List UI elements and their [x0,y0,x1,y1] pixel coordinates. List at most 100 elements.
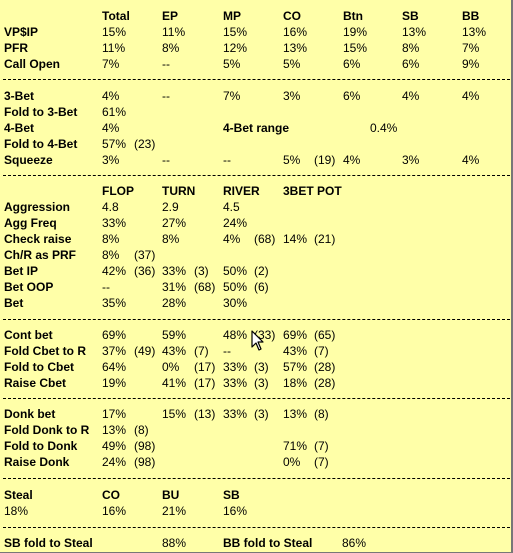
three-bet-bb: 4% [462,89,480,103]
header-turn: TURN [162,184,196,198]
three-bet-co: 3% [283,89,301,103]
four-bet-label: 4-Bet [4,121,35,135]
section-divider [3,398,510,399]
check-raise-turn: 8% [162,232,180,246]
check-raise-river-count: (68) [254,232,276,246]
three-bet-mp: 7% [223,89,241,103]
raise-cbet-turn-count: (17) [194,376,216,390]
pfr-ep: 8% [162,41,180,55]
cont-bet-row: Cont bet 69% 59% 48% (33) 69% (65) [0,327,513,343]
fold-donk-to-r-row: Fold Donk to R 13% (8) [0,422,513,438]
bet-ip-row: Bet IP 42% (36) 33% (3) 50% (2) [0,263,513,279]
bet-ip-river-count: (2) [254,264,269,278]
vpip-mp: 15% [223,25,248,39]
bet-flop: 35% [102,296,127,310]
header-ep: EP [162,9,179,23]
donk-bet-river-count: (3) [254,407,269,421]
header-flop: FLOP [102,184,134,198]
vpip-sb: 13% [402,25,427,39]
position-header-row: Total EP MP CO Btn SB BB [0,8,513,24]
bet-oop-row: Bet OOP -- 31% (68) 50% (6) [0,279,513,295]
fold-to-donk-row: Fold to Donk 49% (98) 71% (7) [0,438,513,454]
fold-to-4bet-value: 57% [102,137,127,151]
vpip-total: 15% [102,25,127,39]
pfr-btn: 15% [343,41,368,55]
fold-to-3bet-row: Fold to 3-Bet 61% [0,104,513,120]
four-bet-row: 4-Bet 4% 4-Bet range 0.4% [0,120,513,136]
raise-cbet-turn: 41% [162,376,187,390]
fold-to-cbet-turn-count: (17) [194,360,216,374]
agg-freq-turn: 27% [162,216,187,230]
mouse-cursor-icon [251,330,264,351]
chr-as-prf-flop-count: (37) [134,248,156,262]
squeeze-btn: 4% [343,153,361,167]
chr-as-prf-row: Ch/R as PRF 8% (37) [0,247,513,263]
raise-cbet-3bet-pot: 18% [283,376,308,390]
section-divider [3,175,510,176]
section-divider [3,79,510,80]
check-raise-row: Check raise 8% 8% 4% (68) 14% (21) [0,231,513,247]
four-bet-value: 4% [102,121,120,135]
fold-to-cbet-3bet-pot: 57% [283,360,308,374]
check-raise-flop: 8% [102,232,120,246]
cont-bet-flop: 69% [102,328,127,342]
fold-donk-to-r-flop: 13% [102,423,127,437]
aggression-label: Aggression [4,200,71,214]
bet-row: Bet 35% 28% 30% [0,295,513,311]
fold-to-cbet-label: Fold to Cbet [4,360,74,374]
bb-fold-to-steal-value: 86% [342,536,367,550]
bet-oop-label: Bet OOP [4,280,54,294]
squeeze-label: Squeeze [4,153,53,167]
steal-values-row: 18% 16% 21% 16% [0,503,513,519]
fold-to-4bet-label: Fold to 4-Bet [4,137,78,151]
call-open-sb: 6% [402,57,420,71]
fold-to-steal-row: SB fold to Steal 88% BB fold to Steal 86… [0,535,513,551]
header-co: CO [283,9,301,23]
fold-cbet-to-r-3bet-pot: 43% [283,344,308,358]
section-divider [3,478,510,479]
fold-to-cbet-3bet-pot-count: (28) [314,360,336,374]
chr-as-prf-label: Ch/R as PRF [4,248,77,262]
bet-ip-river: 50% [223,264,248,278]
pfr-bb: 7% [462,41,480,55]
check-raise-river: 4% [223,232,241,246]
section-divider [3,527,510,528]
fold-to-cbet-river-count: (3) [254,360,269,374]
fold-cbet-to-r-row: Fold Cbet to R 37% (49) 43% (7) -- 43% (… [0,343,513,359]
steal-label: Steal [4,488,33,502]
raise-cbet-flop: 19% [102,376,127,390]
fold-to-3bet-value: 61% [102,105,127,119]
squeeze-mp: -- [223,153,231,167]
header-btn: Btn [343,9,363,23]
raise-donk-row: Raise Donk 24% (98) 0% (7) [0,454,513,470]
raise-donk-3bet-pot-count: (7) [314,455,329,469]
fold-cbet-to-r-label: Fold Cbet to R [4,344,86,358]
squeeze-sb: 3% [402,153,420,167]
aggression-turn: 2.9 [162,200,179,214]
four-bet-range-value: 0.4% [370,121,398,135]
three-bet-btn: 6% [343,89,361,103]
bet-ip-label: Bet IP [4,264,39,278]
call-open-bb: 9% [462,57,480,71]
header-sb: SB [402,9,419,23]
pfr-label: PFR [4,41,28,55]
pfr-total: 11% [102,41,126,55]
fold-to-3bet-label: Fold to 3-Bet [4,105,78,119]
raise-donk-flop: 24% [102,455,127,469]
header-total: Total [102,9,130,23]
header-steal-sb: SB [223,488,240,502]
cont-bet-3bet-pot-count: (65) [314,328,336,342]
agg-freq-flop: 33% [102,216,127,230]
three-bet-sb: 4% [402,89,420,103]
raise-donk-3bet-pot: 0% [283,455,301,469]
fold-to-4bet-count: (23) [134,137,156,151]
four-bet-range-label: 4-Bet range [223,121,290,135]
check-raise-label: Check raise [4,232,72,246]
bet-ip-flop: 42% [102,264,127,278]
steal-sb: 16% [223,504,248,518]
bb-fold-to-steal-label: BB fold to Steal [223,536,313,550]
raise-cbet-3bet-pot-count: (28) [314,376,336,390]
raise-donk-label: Raise Donk [4,455,70,469]
steal-header-row: Steal CO BU SB [0,487,513,503]
